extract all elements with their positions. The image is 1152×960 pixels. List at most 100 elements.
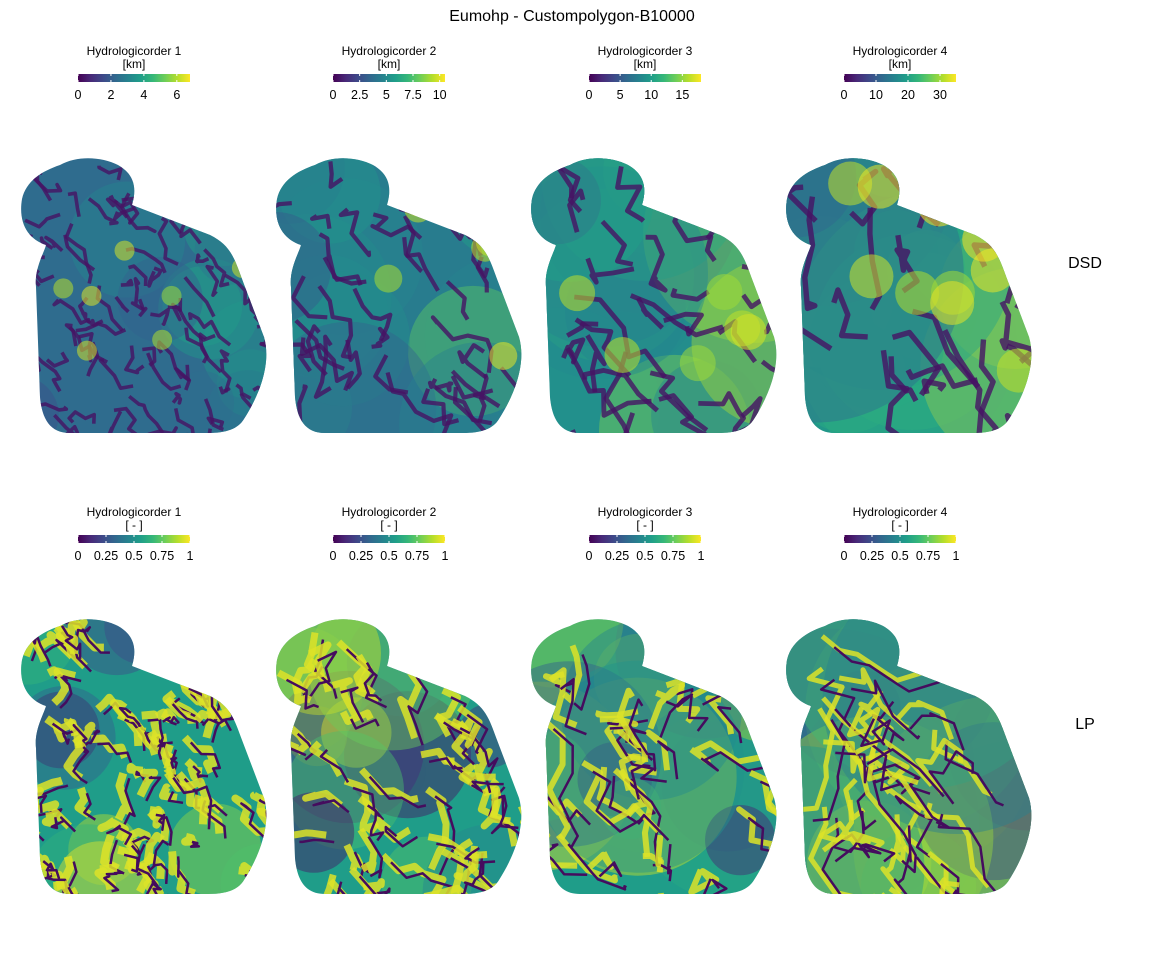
channel-line: [24, 212, 61, 229]
channel-line: [585, 257, 635, 285]
ridge-line: [117, 710, 143, 747]
row-label-lp: LP: [1075, 716, 1095, 733]
legend-tick-label: 30: [933, 88, 947, 102]
channel-line: [1000, 221, 1032, 252]
channel-line: [257, 309, 267, 328]
channel-line: [937, 813, 1002, 894]
channel-line: [977, 657, 1025, 692]
ridge-line: [800, 707, 836, 813]
ridge-line: [91, 734, 129, 759]
channel-line: [717, 705, 743, 744]
channel-line: [940, 862, 991, 894]
ridge-line: [357, 827, 378, 874]
legend-title: Hydrologicorder 3: [598, 44, 693, 58]
channel-line: [42, 860, 61, 880]
distance-peak: [962, 217, 1007, 262]
legend-dsd-1: Hydrologicorder 1[km] 0 2 4 6: [75, 44, 190, 102]
channel-line: [337, 886, 379, 894]
map-field: [117, 256, 203, 343]
distance-peak: [76, 340, 97, 361]
channel-line: [909, 784, 951, 829]
channel-line: [273, 707, 298, 727]
channel-line: [114, 295, 130, 314]
map-field: [220, 843, 267, 894]
channel-line: [802, 196, 818, 312]
ridge-line: [880, 814, 903, 894]
channel-line: [39, 236, 54, 250]
legend-tick-label: 5: [383, 88, 390, 102]
channel-line: [463, 860, 497, 894]
channel-line: [467, 627, 519, 684]
ridge-line: [74, 786, 92, 819]
channel-line: [812, 719, 847, 822]
channel-line: [509, 254, 522, 266]
ridge-line: [238, 862, 255, 876]
ridge-line: [181, 832, 197, 846]
channel-line: [223, 197, 245, 226]
channel-line: [162, 716, 178, 726]
channel-line: [235, 383, 252, 400]
ridge-line: [250, 791, 267, 805]
channel-line: [552, 727, 579, 849]
ridge-line: [216, 672, 254, 705]
ridge-line: [427, 833, 470, 868]
legend-unit: [km]: [889, 57, 912, 71]
channel-line: [265, 812, 267, 829]
channel-line: [156, 735, 173, 748]
ridge-line: [290, 829, 327, 839]
ridge-line: [353, 653, 376, 697]
channel-line: [434, 795, 456, 877]
legend-tick-label: 0.5: [636, 549, 653, 563]
channel-line: [245, 172, 262, 191]
channel-line: [340, 686, 365, 723]
channel-line: [559, 677, 587, 736]
channel-line: [760, 359, 777, 395]
map-field: [651, 359, 763, 433]
channel-line: [884, 905, 903, 915]
channel-line: [950, 889, 972, 894]
map-lp-3: [531, 619, 777, 894]
channel-line: [1030, 660, 1032, 709]
legend-title: Hydrologicorder 1: [87, 44, 182, 58]
channel-line: [24, 799, 35, 838]
channel-line: [427, 377, 493, 426]
channel-line: [492, 175, 519, 195]
channel-line: [170, 749, 178, 769]
channel-line: [202, 428, 216, 433]
channel-line: [53, 903, 80, 934]
channel-line: [860, 718, 892, 748]
distance-peak: [849, 254, 894, 299]
channel-line: [21, 367, 37, 386]
legend-tick-label: 0: [330, 88, 337, 102]
legend-tick-label: 2.5: [351, 88, 368, 102]
channel-line: [218, 386, 231, 395]
ridge-line: [927, 850, 980, 894]
ridge-line: [492, 638, 518, 702]
channel-line: [179, 218, 202, 245]
channel-line: [371, 887, 391, 894]
channel-line: [305, 324, 328, 377]
channel-line: [299, 838, 335, 844]
distance-peak: [895, 270, 940, 315]
channel-line: [128, 394, 165, 433]
distance-peak: [730, 314, 767, 351]
channel-line: [224, 680, 257, 710]
channel-line: [479, 180, 504, 205]
channel-line: [171, 391, 183, 405]
channel-line: [499, 366, 522, 420]
legend-tick-label: 0.5: [891, 549, 908, 563]
ridge-line: [21, 754, 31, 795]
distance-peak: [486, 201, 515, 230]
legend-tick-label: 0: [586, 88, 593, 102]
distance-peak: [996, 348, 1032, 393]
channel-line: [313, 334, 333, 399]
channel-line: [567, 188, 586, 233]
channel-line: [560, 429, 584, 433]
map-field: [407, 285, 522, 417]
channel-line: [592, 770, 670, 841]
channel-line: [294, 318, 345, 371]
channel-line: [24, 759, 34, 771]
ridge-line: [657, 892, 731, 894]
map-field: [705, 804, 776, 876]
ridge-line: [287, 724, 312, 756]
